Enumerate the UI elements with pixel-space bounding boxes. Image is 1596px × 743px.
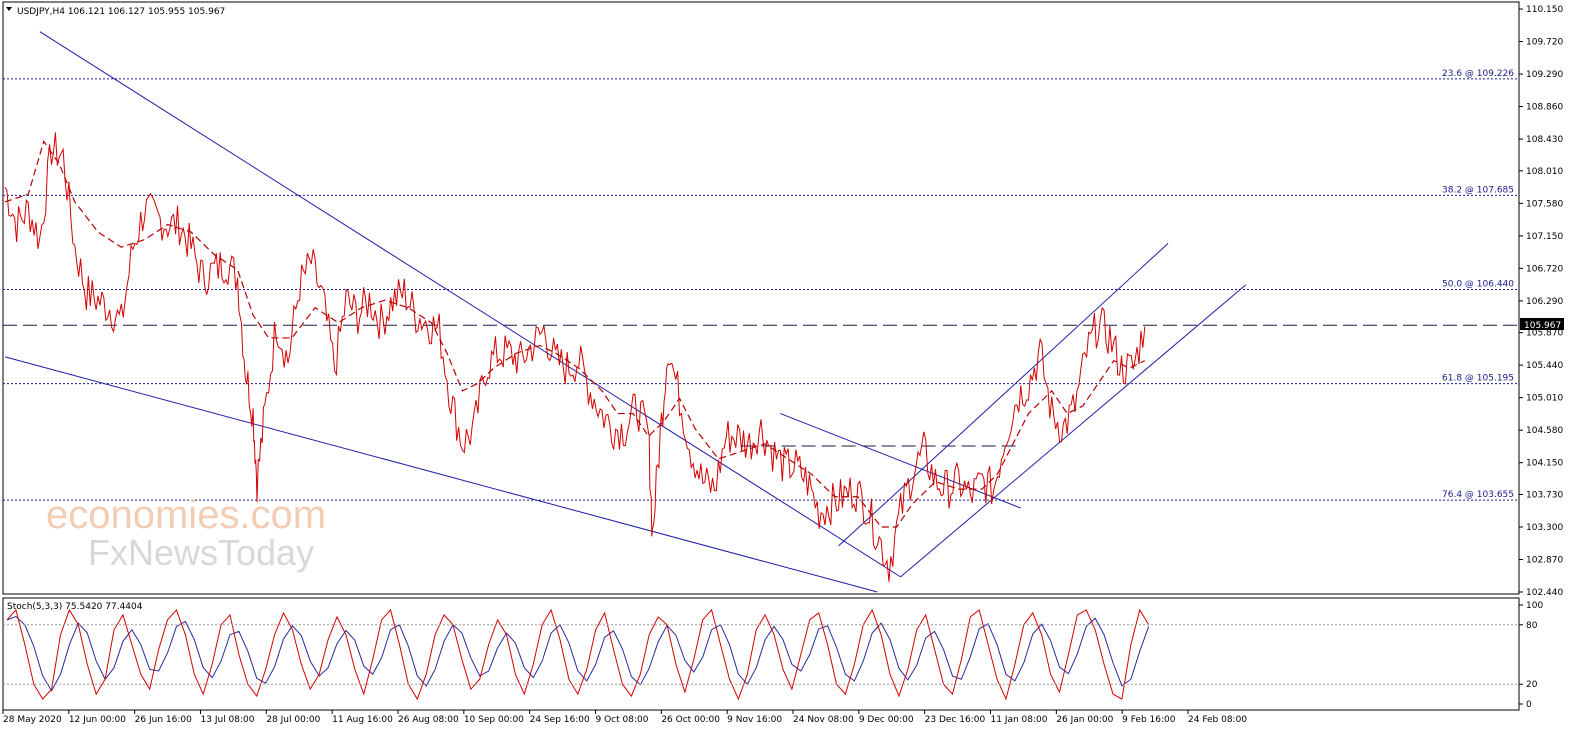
trendline: [4, 356, 878, 593]
time-tick-label: 26 Aug 08:00: [398, 715, 459, 725]
time-tick-label: 28 May 2020: [3, 715, 62, 725]
fib-level-label: 61.8 @ 105.195: [1442, 374, 1514, 384]
time-axis: 28 May 2020 12 Jun 00:00 26 Jun 16:00 13 Ju…: [2, 710, 1247, 725]
price-axis: 110.150 109.720 109.290 108.860 108.430 108.0…: [3, 5, 1563, 710]
stoch-panel-frame: [2, 597, 1520, 711]
fib-level-label: 23.6 @ 109.226: [1442, 69, 1514, 79]
price-tick-label: 106.290: [1526, 297, 1563, 307]
price-tick-label: 102.870: [1526, 555, 1563, 565]
fib-level-label: 38.2 @ 107.685: [1442, 185, 1514, 195]
fibonacci-levels: 23.6 @ 109.226 38.2 @ 107.685 50.0 @ 106.4…: [3, 69, 1519, 501]
stoch-header: Stoch(5,3,3) 75.5420 77.4404: [7, 602, 143, 612]
price-tick-label: 109.720: [1526, 38, 1563, 48]
time-tick-label: 26 Oct 00:00: [661, 715, 720, 725]
time-tick-label: 23 Dec 16:00: [925, 715, 986, 725]
price-tick-label: 105.010: [1526, 394, 1563, 404]
price-tick-label: 107.150: [1526, 232, 1563, 242]
stoch-tick-label: 80: [1526, 621, 1538, 631]
price-tick-label: 104.150: [1526, 459, 1563, 469]
stochastic-series: [6, 608, 1150, 701]
trendline: [780, 413, 1021, 509]
price-tick-label: 103.300: [1526, 523, 1563, 533]
time-tick-label: 11 Jan 08:00: [991, 715, 1048, 725]
price-tick-label: 105.440: [1526, 361, 1563, 371]
time-tick-label: 11 Aug 16:00: [332, 715, 393, 725]
fib-level-label: 76.4 @ 103.655: [1442, 490, 1514, 500]
price-tick-label: 105.870: [1526, 329, 1563, 339]
trendline: [900, 284, 1246, 578]
price-tick-label: 103.730: [1526, 490, 1563, 500]
time-tick-label: 9 Nov 16:00: [727, 715, 782, 725]
moving-average-line: [4, 139, 1146, 528]
price-series: [4, 132, 1146, 582]
fib-level-label: 50.0 @ 106.440: [1442, 280, 1514, 290]
watermark-fxnewstoday: FxNewsToday: [88, 532, 314, 573]
stoch-tick-label: 100: [1526, 601, 1543, 611]
price-line: [4, 132, 1146, 582]
price-header: USDJPY,H4 106.121 106.127 105.955 105.96…: [17, 7, 225, 17]
time-tick-label: 28 Jul 00:00: [266, 715, 320, 725]
watermark-economies: economies.com: [46, 493, 326, 537]
stoch-tick-label: 20: [1526, 680, 1538, 690]
time-tick-label: 24 Nov 08:00: [793, 715, 854, 725]
price-tick-label: 107.580: [1526, 199, 1563, 209]
current-price-tag: [1520, 318, 1564, 330]
time-tick-label: 10 Sep 00:00: [464, 715, 524, 725]
price-tick-label: 108.010: [1526, 167, 1563, 177]
time-tick-label: 24 Sep 16:00: [530, 715, 590, 725]
stoch-signal-line: [6, 615, 1150, 692]
time-tick-label: 12 Jun 00:00: [69, 715, 126, 725]
price-tick-label: 109.290: [1526, 70, 1563, 80]
price-tick-label: 104.580: [1526, 426, 1563, 436]
stoch-tick-label: 0: [1526, 700, 1532, 710]
time-tick-label: 24 Feb 08:00: [1188, 715, 1247, 725]
stoch-main-line: [6, 608, 1150, 701]
trendline: [838, 243, 1169, 547]
symbol-dropdown-icon[interactable]: [6, 7, 12, 11]
time-tick-label: 9 Oct 08:00: [596, 715, 649, 725]
current-price-label: 105.967: [1524, 321, 1561, 331]
price-tick-label: 102.440: [1526, 588, 1563, 598]
price-panel-frame: [2, 1, 1520, 595]
trendlines: [4, 31, 1246, 593]
time-tick-label: 26 Jun 16:00: [135, 715, 192, 725]
price-tick-label: 108.860: [1526, 103, 1563, 113]
time-tick-label: 9 Feb 16:00: [1122, 715, 1176, 725]
price-tick-label: 110.150: [1526, 5, 1563, 15]
trendline: [39, 31, 901, 578]
time-tick-label: 9 Dec 00:00: [859, 715, 914, 725]
price-tick-label: 106.720: [1526, 264, 1563, 274]
price-tick-label: 108.430: [1526, 135, 1563, 145]
time-tick-label: 13 Jul 08:00: [201, 715, 255, 725]
time-tick-label: 26 Jan 00:00: [1056, 715, 1113, 725]
